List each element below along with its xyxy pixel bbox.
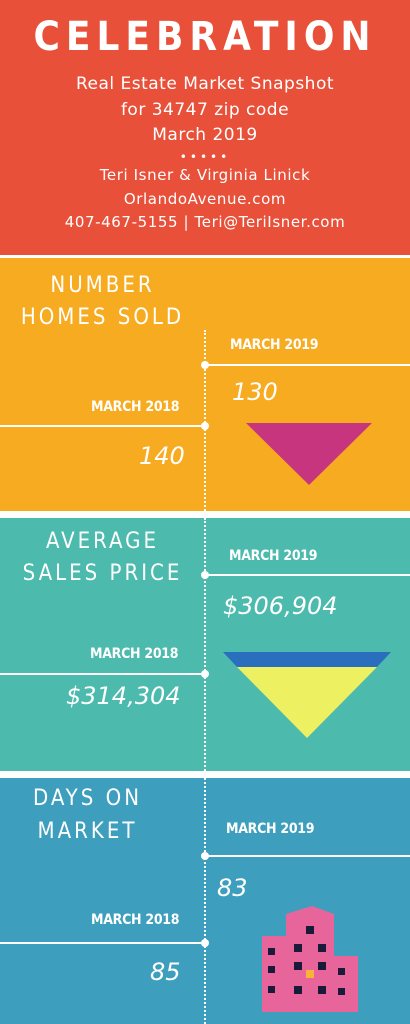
timeline-connector-2019 (206, 574, 410, 576)
homes-sold-heading-line1: NUMBER (50, 273, 155, 298)
timeline-connector-2019 (206, 855, 410, 857)
subtitle-line-3: March 2019 (152, 125, 258, 145)
avg-price-value-2018: $314,304 (66, 682, 181, 710)
separator-dots: ••••• (179, 150, 231, 164)
agents-text: Teri Isner & Virginia Linick (99, 166, 311, 184)
timeline-connector-2018 (0, 942, 204, 944)
timeline-node (201, 422, 209, 430)
divider (0, 511, 410, 518)
avg-price-label-2018: MARCH 2018 (90, 646, 179, 662)
days-market-value-2018: 85 (150, 958, 181, 986)
down-triangle-icon (246, 423, 372, 485)
homes-sold-label-2018: MARCH 2018 (91, 399, 180, 415)
avg-price-section: AVERAGE SALES PRICE MARCH 2019 $306,904 … (0, 518, 410, 771)
timeline-dotted-line (204, 330, 206, 511)
avg-price-heading-line2: SALES PRICE (22, 561, 183, 586)
homes-sold-heading-line2: HOMES SOLD (20, 305, 185, 330)
avg-price-value-2019: $306,904 (223, 592, 338, 620)
timeline-node (201, 939, 209, 947)
days-market-heading-line2: MARKET (37, 819, 138, 844)
homes-sold-value-2018: 140 (139, 442, 185, 470)
website-text: OrlandoAvenue.com (123, 190, 287, 208)
timeline-node (201, 670, 209, 678)
contact-text: 407-467-5155 | Teri@TeriIsner.com (64, 213, 346, 231)
avg-price-heading-line1: AVERAGE (45, 529, 160, 554)
timeline-connector-2018 (0, 673, 204, 675)
divider (0, 771, 410, 778)
timeline-dotted-line (204, 518, 206, 771)
homes-sold-value-2019: 130 (232, 378, 278, 406)
days-market-label-2019: MARCH 2019 (226, 821, 315, 837)
subtitle-line-2: for 34747 zip code (120, 100, 290, 120)
days-market-heading-line1: DAYS ON (33, 786, 142, 811)
days-market-label-2018: MARCH 2018 (91, 912, 180, 928)
timeline-node (201, 361, 209, 369)
days-market-value-2019: 83 (217, 874, 248, 902)
days-market-section: DAYS ON MARKET MARCH 2019 83 MARCH 2018 … (0, 778, 410, 1024)
avg-price-label-2019: MARCH 2019 (229, 548, 318, 564)
header-banner: CELEBRATION Real Estate Market Snapshot … (0, 0, 410, 255)
timeline-node (201, 571, 209, 579)
page-title: CELEBRATION (33, 14, 377, 60)
homes-sold-section: NUMBER HOMES SOLD MARCH 2019 130 MARCH 2… (0, 258, 410, 511)
subtitle-line-1: Real Estate Market Snapshot (75, 74, 335, 94)
building-icon (262, 906, 358, 1012)
down-triangle-icon (223, 652, 391, 738)
timeline-node (201, 852, 209, 860)
timeline-connector-2019 (206, 364, 410, 366)
timeline-dotted-line (204, 778, 206, 1024)
timeline-connector-2018 (0, 425, 204, 427)
homes-sold-label-2019: MARCH 2019 (230, 337, 319, 353)
